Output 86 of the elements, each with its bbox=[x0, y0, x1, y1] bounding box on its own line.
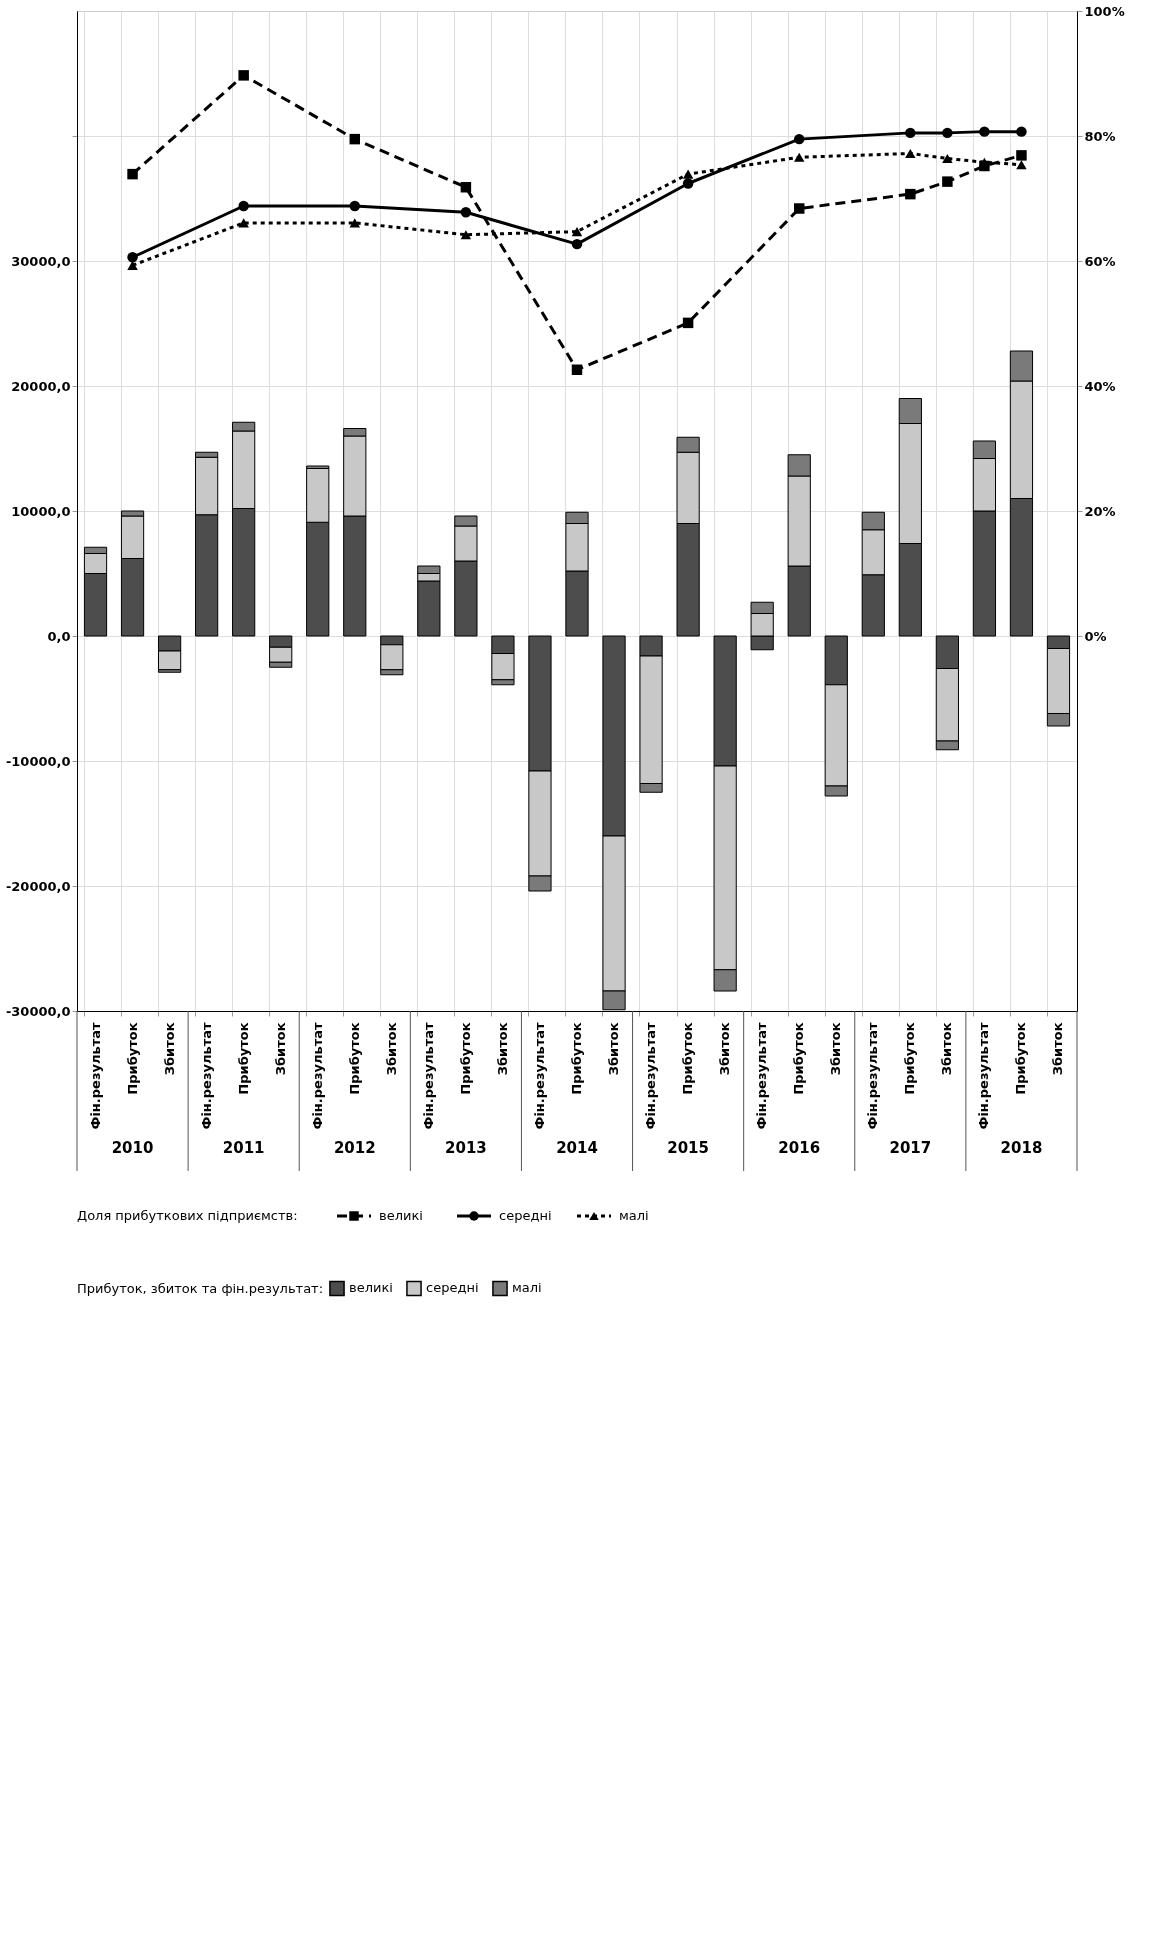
text: 2012 bbox=[333, 1139, 376, 1157]
x-tick-label: Прибуток bbox=[1013, 1022, 1029, 1095]
point bbox=[571, 238, 583, 250]
point bbox=[793, 133, 805, 145]
y2-tick-label: 20% bbox=[1084, 503, 1116, 519]
x-tick-label: Прибуток bbox=[791, 1022, 807, 1095]
point bbox=[460, 230, 472, 240]
point bbox=[127, 168, 138, 180]
point bbox=[1016, 160, 1027, 170]
point bbox=[1016, 150, 1027, 161]
x-tick-label: Фін.результат bbox=[643, 1022, 659, 1130]
x-tick-label: Прибуток bbox=[680, 1022, 696, 1095]
x-tick-label: Прибуток bbox=[235, 1022, 251, 1095]
point bbox=[942, 127, 953, 139]
x-tick-label: Фін.результат bbox=[420, 1022, 436, 1130]
text: 2011 bbox=[222, 1139, 265, 1157]
point bbox=[571, 364, 583, 375]
text: 2013 bbox=[445, 1139, 487, 1157]
text: 2017 bbox=[889, 1139, 932, 1157]
y2-tick-label: 80% bbox=[1084, 128, 1116, 144]
y-tick-label: -20000,0 bbox=[5, 878, 71, 894]
point bbox=[979, 126, 990, 137]
x-tick-label: Фін.результат bbox=[198, 1022, 214, 1130]
x-tick-label: Збиток bbox=[494, 1022, 510, 1076]
point bbox=[682, 317, 694, 329]
point bbox=[571, 227, 583, 237]
point bbox=[682, 178, 694, 189]
text: 2018 bbox=[1000, 1139, 1043, 1157]
x-tick-label: Фін.результат bbox=[309, 1022, 325, 1130]
x-tick-label: Фін.результат bbox=[865, 1022, 881, 1130]
x-tick-label: Прибуток bbox=[902, 1022, 918, 1095]
text: 2015 bbox=[667, 1139, 709, 1157]
x-tick-label: Збиток bbox=[161, 1022, 177, 1076]
y2-tick-label: 0% bbox=[1084, 628, 1107, 644]
x-tick-label: Фін.результат bbox=[87, 1022, 103, 1130]
x-tick-label: Прибуток bbox=[457, 1022, 473, 1095]
point bbox=[349, 200, 361, 212]
point bbox=[905, 127, 916, 139]
point bbox=[682, 169, 694, 179]
legend-label: середні bbox=[426, 1280, 479, 1296]
legend-label: великі bbox=[349, 1280, 393, 1296]
x-tick-label: Фін.результат bbox=[531, 1022, 547, 1130]
text: 2016 bbox=[778, 1139, 821, 1157]
x-tick-label: Збиток bbox=[606, 1022, 622, 1076]
x-tick-label: Збиток bbox=[383, 1022, 399, 1076]
point bbox=[238, 70, 249, 81]
legend-label: великі bbox=[379, 1208, 423, 1223]
point bbox=[905, 188, 916, 200]
x-tick-label: Фін.результат bbox=[754, 1022, 770, 1130]
point bbox=[942, 176, 953, 187]
x-tick-label: Збиток bbox=[939, 1022, 955, 1076]
y-tick-label: 0,0 bbox=[47, 628, 71, 644]
x-tick-label: Фін.результат bbox=[976, 1022, 992, 1130]
legend-label: малі bbox=[619, 1208, 649, 1223]
point bbox=[460, 207, 472, 218]
point bbox=[127, 252, 138, 263]
x-tick-label: Збиток bbox=[1050, 1022, 1066, 1076]
x-tick-label: Збиток bbox=[828, 1022, 844, 1076]
x-tick-label: Прибуток bbox=[124, 1022, 140, 1095]
x-tick-label: Прибуток bbox=[569, 1022, 584, 1095]
point bbox=[979, 157, 990, 167]
point bbox=[942, 153, 953, 164]
point bbox=[238, 200, 249, 212]
y-tick-label: 10000,0 bbox=[11, 503, 71, 519]
point bbox=[793, 152, 805, 162]
y2-tick-label: 100% bbox=[1084, 3, 1125, 19]
point bbox=[905, 148, 916, 159]
point bbox=[1016, 126, 1027, 137]
legend-label: малі bbox=[512, 1280, 542, 1296]
point bbox=[460, 182, 472, 193]
legend-title: Прибуток, збиток та фін.результат: bbox=[77, 1281, 324, 1296]
point bbox=[349, 133, 361, 145]
x-tick-label: Збиток bbox=[717, 1022, 733, 1076]
y-tick-label: 20000,0 bbox=[11, 378, 71, 394]
x-tick-label: Збиток bbox=[272, 1022, 288, 1076]
point bbox=[793, 203, 805, 214]
y-tick-label: -10000,0 bbox=[5, 753, 71, 769]
text: Доля прибуткових підприємств: bbox=[77, 1208, 298, 1223]
x-tick-label: Прибуток bbox=[346, 1022, 362, 1095]
text: 2014 bbox=[556, 1139, 598, 1157]
legend-label: середні bbox=[499, 1208, 552, 1223]
y-tick-label: -30000,0 bbox=[5, 1003, 71, 1019]
text: 2010 bbox=[111, 1139, 154, 1157]
y2-tick-label: 60% bbox=[1084, 253, 1116, 269]
y-tick-label: 30000,0 bbox=[11, 253, 71, 269]
y2-tick-label: 40% bbox=[1084, 378, 1116, 394]
